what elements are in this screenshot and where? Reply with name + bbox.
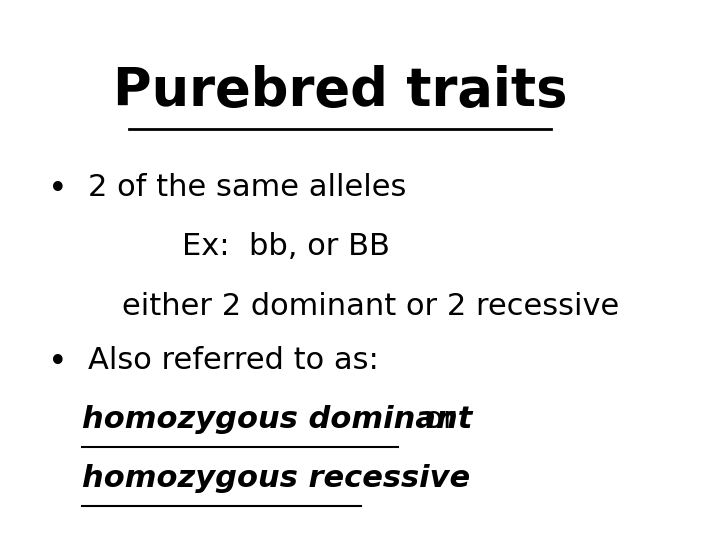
Text: either 2 dominant or 2 recessive: either 2 dominant or 2 recessive [122,292,620,321]
Text: Also referred to as:: Also referred to as: [89,346,379,375]
Text: or: or [405,405,456,434]
Text: homozygous dominant: homozygous dominant [81,405,472,434]
Text: Purebred traits: Purebred traits [113,65,567,117]
Text: 2 of the same alleles: 2 of the same alleles [89,173,407,202]
Text: homozygous recessive: homozygous recessive [81,464,469,494]
Text: Ex:  bb, or BB: Ex: bb, or BB [181,232,390,261]
Text: •: • [48,346,67,379]
Text: •: • [48,173,67,206]
